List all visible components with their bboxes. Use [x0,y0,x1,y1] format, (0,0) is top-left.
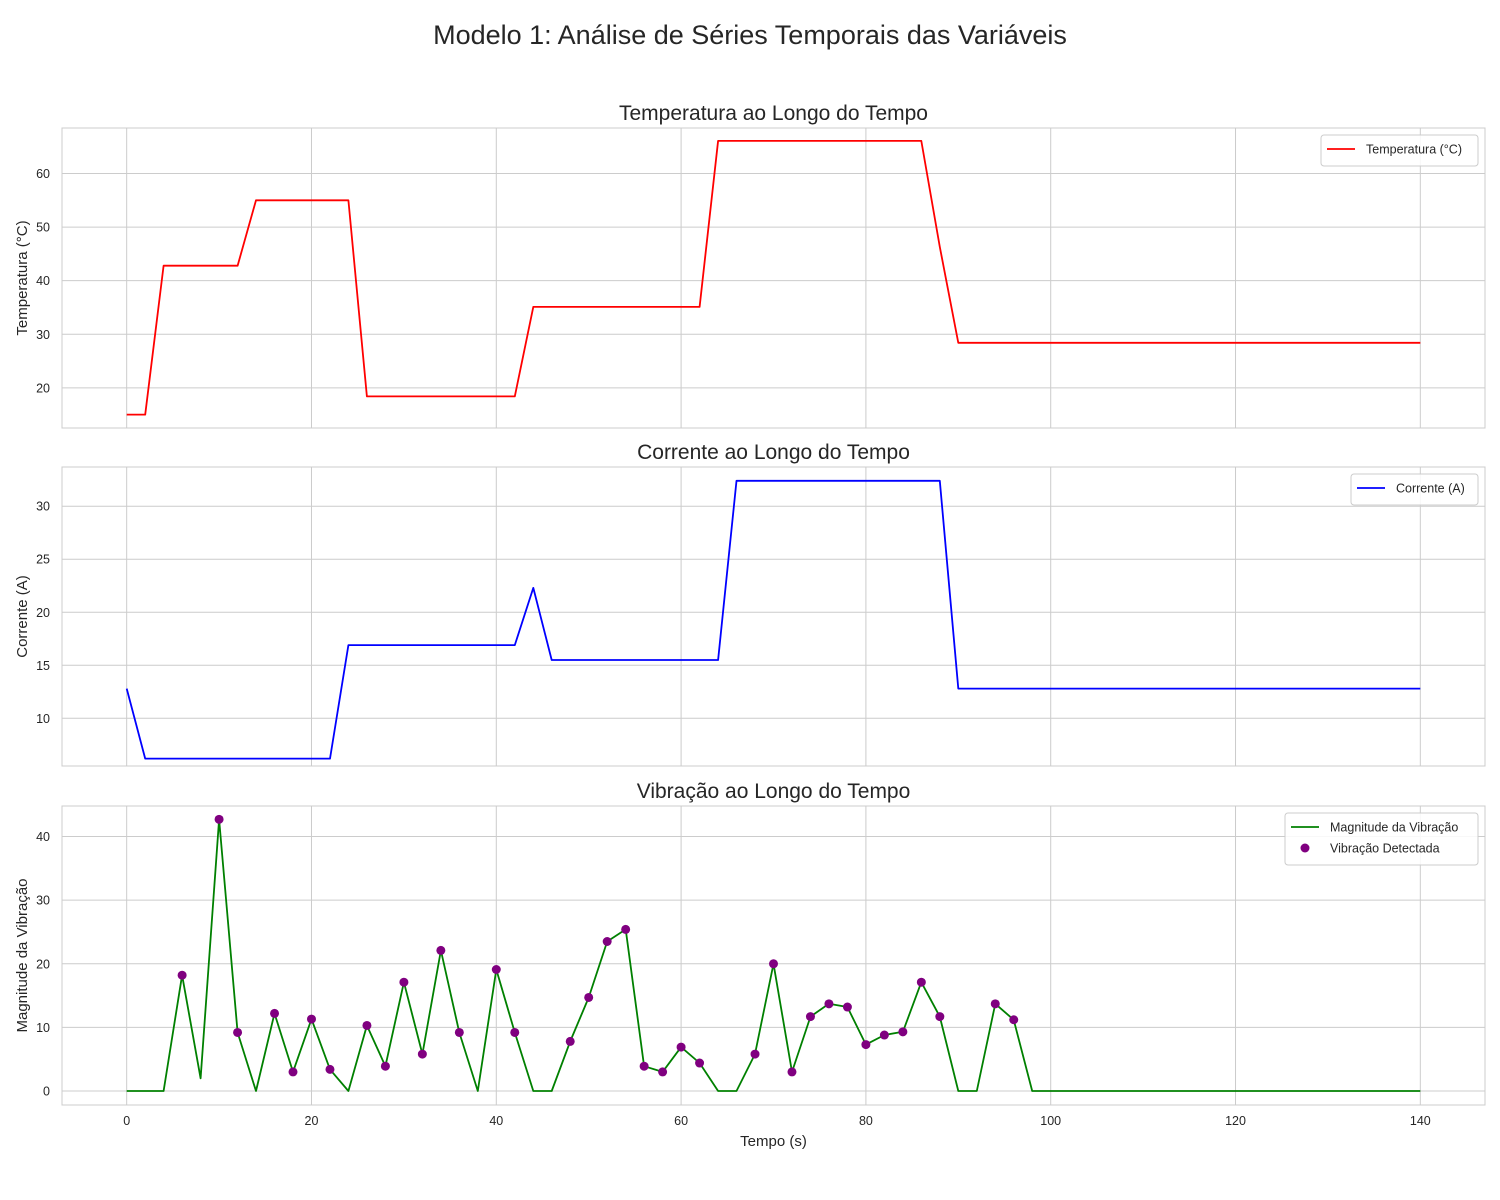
x-tick-label: 60 [674,1114,688,1128]
vibration-point [510,1027,520,1037]
plot-frame [61,805,1486,1106]
series-line [126,818,1421,1092]
vibration-point [491,964,501,974]
y-tick-label: 40 [36,830,50,844]
vibration-point [399,977,409,987]
y-tick-label: 20 [36,606,50,620]
vibration-point [602,937,612,947]
vibration-point [325,1064,335,1074]
vibration-point [824,999,834,1009]
y-tick-label: 30 [36,328,50,342]
panel-corrente: 10 15 20 25 30 Corrente ao Longo do Tempo Corr… [14,441,1486,767]
vibration-point [454,1027,464,1037]
vibration-point [805,1012,815,1022]
y-tick-label: 0 [43,1085,50,1099]
vibration-point [621,924,631,934]
x-tick-label: 100 [1040,1114,1061,1128]
y-tick-label: 15 [36,659,50,673]
panel-title: Corrente ao Longo do Tempo [637,441,910,464]
legend-label: Corrente (A) [1396,482,1465,496]
vibration-point [879,1030,889,1040]
vibration-point [916,977,926,987]
panel-temperatura: 20 30 40 50 60 Temperatura ao Longo do Tempo T… [14,102,1486,429]
y-tick-label: 30 [36,894,50,908]
y-tick-label: 30 [36,500,50,514]
vibration-point [417,1049,427,1059]
y-axis-label: Corrente (A) [14,575,31,658]
y-tick-label: 60 [36,167,50,181]
y-axis-label: Temperatura (°C) [14,220,31,335]
vibration-point [306,1014,316,1024]
x-tick-label: 0 [123,1114,130,1128]
legend-box [1320,134,1479,167]
legend-label: Temperatura (°C) [1366,143,1462,157]
x-tick-label: 80 [859,1114,873,1128]
vibration-point [750,1049,760,1059]
vibration-point [288,1067,298,1077]
plot-frame [61,127,1486,429]
y-axis-label: Magnitude da Vibração [14,879,31,1033]
vibration-point [565,1036,575,1046]
vibration-point [380,1061,390,1071]
panel-vibracao: 0 10 20 30 40 0 20 40 60 80 100 120 140 Vibração ao L… [14,780,1486,1150]
vibration-point [769,959,778,969]
legend-box [1350,473,1479,506]
figure-suptitle: Modelo 1: Análise de Séries Temporais da… [433,20,1067,50]
vibration-point [436,945,446,955]
vibration-point [861,1040,871,1050]
vibration-point [214,814,224,824]
vibration-point [584,992,594,1002]
x-tick-label: 40 [489,1114,503,1128]
legend-label: Magnitude da Vibração [1330,821,1458,835]
vibration-point [842,1002,852,1012]
vibration-point [1009,1015,1019,1025]
x-tick-label: 120 [1225,1114,1246,1128]
vibration-point [898,1027,908,1037]
vibration-point [233,1027,243,1037]
vibration-point [270,1008,280,1018]
legend-marker [1300,843,1310,853]
x-tick-label: 140 [1410,1114,1431,1128]
panel-title: Vibração ao Longo do Tempo [637,780,911,803]
y-tick-label: 50 [36,221,50,235]
y-tick-label: 40 [36,274,50,288]
panel-title: Temperatura ao Longo do Tempo [619,102,928,125]
vibration-point [362,1020,372,1030]
series-line [126,139,1421,416]
vibration-point [990,999,1000,1009]
vibration-point [676,1042,686,1052]
y-tick-label: 20 [36,957,50,971]
vibration-point [935,1012,945,1022]
vibration-point [658,1067,668,1077]
vibration-point [787,1067,797,1077]
plot-frame [61,466,1486,767]
legend-box [1284,812,1479,866]
x-tick-label: 20 [305,1114,319,1128]
vibration-point [639,1061,649,1071]
legend-label: Vibração Detectada [1330,842,1440,856]
y-tick-label: 10 [36,1021,50,1035]
vibration-point [177,970,187,980]
y-tick-label: 10 [36,712,50,726]
vibration-point [695,1058,705,1068]
y-tick-label: 25 [36,553,50,567]
series-line [125,479,1421,760]
x-axis-label: Tempo (s) [740,1133,807,1150]
y-tick-label: 20 [36,381,50,395]
